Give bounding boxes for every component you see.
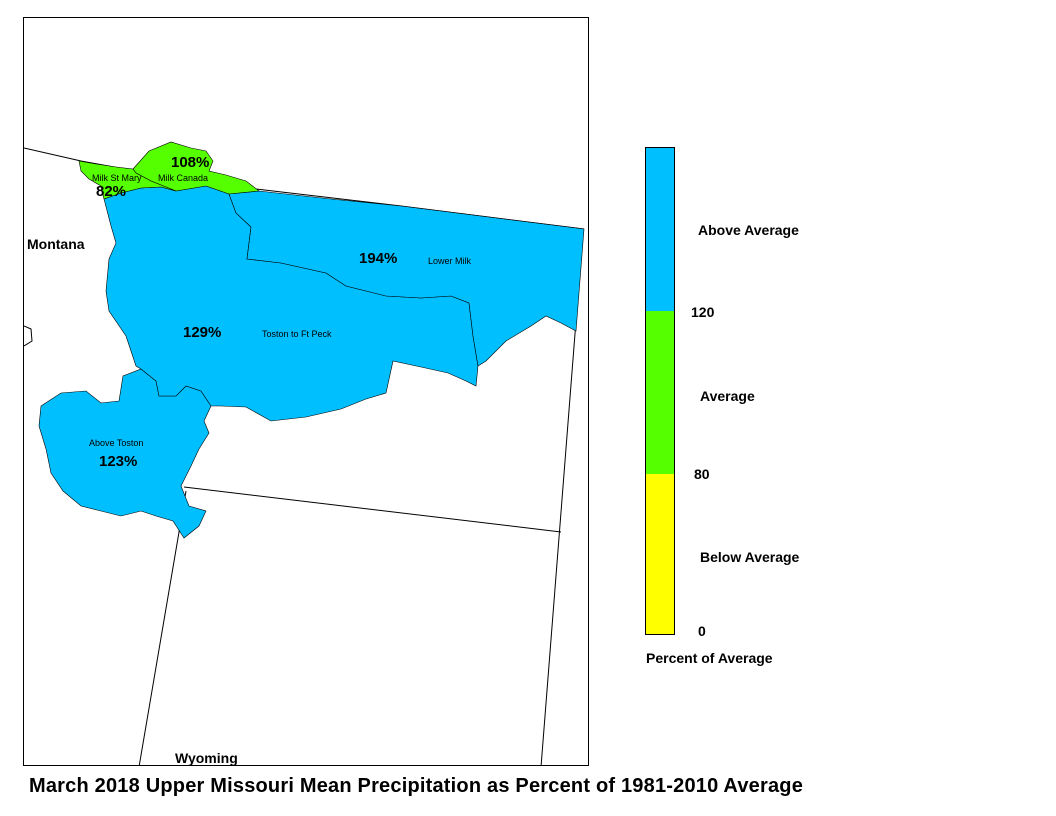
legend-break-80: 80: [694, 466, 710, 482]
basin-name-milk-st-mary: Milk St Mary: [92, 173, 142, 183]
basin-milk-st-mary: [78, 160, 177, 200]
legend-label-above-average: Above Average: [698, 222, 799, 238]
basin-lower-milk: [228, 190, 585, 367]
basin-name-toston-to-ft-peck: Toston to Ft Peck: [262, 329, 332, 339]
legend-title: Percent of Average: [646, 650, 773, 666]
basin-map: 108% Milk St Mary Milk Canada 82% 194% L…: [24, 141, 585, 766]
map-title: March 2018 Upper Missouri Mean Precipita…: [29, 775, 804, 797]
basin-above-toston: [38, 368, 212, 539]
legend-label-below-average: Below Average: [700, 549, 800, 565]
legend-swatch-above-average: [646, 148, 674, 311]
map-frame: 108% Milk St Mary Milk Canada 82% 194% L…: [23, 17, 589, 766]
legend-break-0: 0: [698, 623, 706, 639]
legend-swatch-below-average: [646, 474, 674, 634]
idaho-notch-line: [24, 325, 33, 347]
state-label-montana: Montana: [27, 236, 85, 252]
dakota-border-line: [540, 320, 577, 765]
legend-swatch-average: [646, 311, 674, 474]
montana-wyoming-border-line: [183, 486, 562, 533]
percent-label-above-toston: 123%: [99, 453, 137, 470]
percent-label-milk-st-mary: 82%: [96, 183, 126, 200]
basin-name-milk-canada: Milk Canada: [158, 173, 208, 183]
legend-color-bar: [645, 147, 675, 635]
idaho-border-line: [138, 490, 187, 765]
percent-label-lower-milk: 194%: [359, 250, 397, 267]
basin-name-lower-milk: Lower Milk: [428, 256, 472, 266]
percent-label-milk-canada: 108%: [171, 154, 209, 171]
legend-break-120: 120: [691, 304, 715, 320]
state-label-wyoming: Wyoming: [175, 750, 238, 766]
legend-label-average: Average: [700, 388, 755, 404]
basin-name-above-toston: Above Toston: [89, 438, 143, 448]
percent-label-toston-to-ft-peck: 129%: [183, 324, 221, 341]
